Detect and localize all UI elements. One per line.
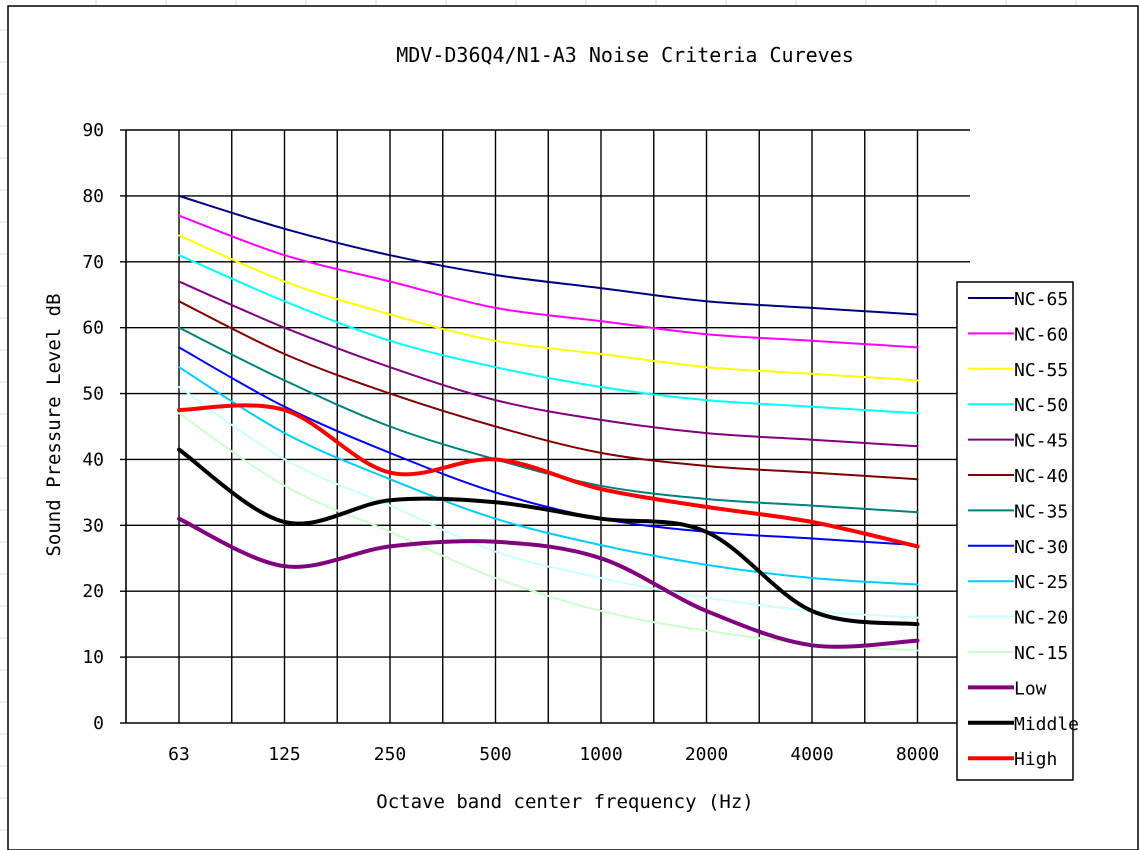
legend-label-nc-30: NC-30 (1014, 537, 1068, 558)
legend-label-middle: Middle (1014, 714, 1079, 735)
legend-label-nc-60: NC-60 (1014, 324, 1068, 345)
y-tick-label: 40 (82, 449, 104, 470)
plot-axes (120, 129, 970, 724)
legend-label-low: Low (1014, 678, 1047, 699)
x-axis-label: Octave band center frequency (Hz) (376, 791, 754, 813)
legend-label-nc-50: NC-50 (1014, 395, 1068, 416)
x-tick-label: 4000 (790, 744, 833, 765)
x-tick-label: 125 (268, 744, 301, 765)
y-tick-label: 0 (93, 713, 104, 734)
y-axis-label: Sound Pressure Level dB (43, 293, 65, 556)
legend-label-nc-35: NC-35 (1014, 501, 1068, 522)
spreadsheet-background (0, 0, 1077, 831)
series-line-nc-25 (178, 366, 919, 586)
y-tick-label: 60 (82, 318, 104, 339)
series-line-nc-50 (178, 254, 919, 415)
legend-label-nc-65: NC-65 (1014, 289, 1068, 310)
series-line-middle (177, 447, 920, 627)
x-tick-label: 1000 (579, 744, 622, 765)
series-line-high (177, 403, 920, 549)
legend-label-high: High (1014, 749, 1057, 770)
x-tick-label: 250 (374, 744, 407, 765)
series-line-nc-60 (178, 214, 919, 349)
legend-label-nc-40: NC-40 (1014, 466, 1068, 487)
y-tick-label: 30 (82, 515, 104, 536)
y-tick-label: 70 (82, 252, 104, 273)
series-line-nc-40 (178, 300, 919, 481)
y-tick-label: 80 (82, 186, 104, 207)
chart-frame (7, 5, 1139, 850)
y-tick-label: 20 (82, 581, 104, 602)
legend-label-nc-25: NC-25 (1014, 572, 1068, 593)
legend-box (956, 281, 1074, 781)
y-tick-labels: 0 10 20 30 40 50 60 70 80 90 (82, 120, 104, 734)
series-line-low (177, 516, 920, 649)
legend-label-nc-15: NC-15 (1014, 643, 1068, 664)
series-line-nc-65 (178, 194, 919, 316)
x-tick-label: 500 (479, 744, 512, 765)
legend-label-nc-20: NC-20 (1014, 608, 1068, 629)
series-line-nc-30 (178, 346, 919, 547)
series-lines (177, 194, 920, 652)
y-tick-label: 50 (82, 384, 104, 405)
legend: NC-65 NC-60 NC-55 NC-50 NC-45 NC-40 NC-35 NC-30… (956, 281, 1079, 781)
series-line-nc-20 (178, 385, 919, 619)
series-line-nc-45 (178, 280, 919, 448)
y-tick-label: 90 (82, 120, 104, 141)
x-tick-labels: 63 125 250 500 1000 2000 4000 8000 (168, 744, 939, 765)
x-tick-label: 63 (168, 744, 190, 765)
legend-label-nc-55: NC-55 (1014, 360, 1068, 381)
chart-title: MDV-D36Q4/N1-A3 Noise Criteria Cureves (396, 43, 854, 67)
x-tick-label: 8000 (896, 744, 939, 765)
x-tick-label: 2000 (685, 744, 728, 765)
series-line-nc-55 (178, 234, 919, 382)
legend-label-nc-45: NC-45 (1014, 431, 1068, 452)
y-tick-label: 10 (82, 647, 104, 668)
